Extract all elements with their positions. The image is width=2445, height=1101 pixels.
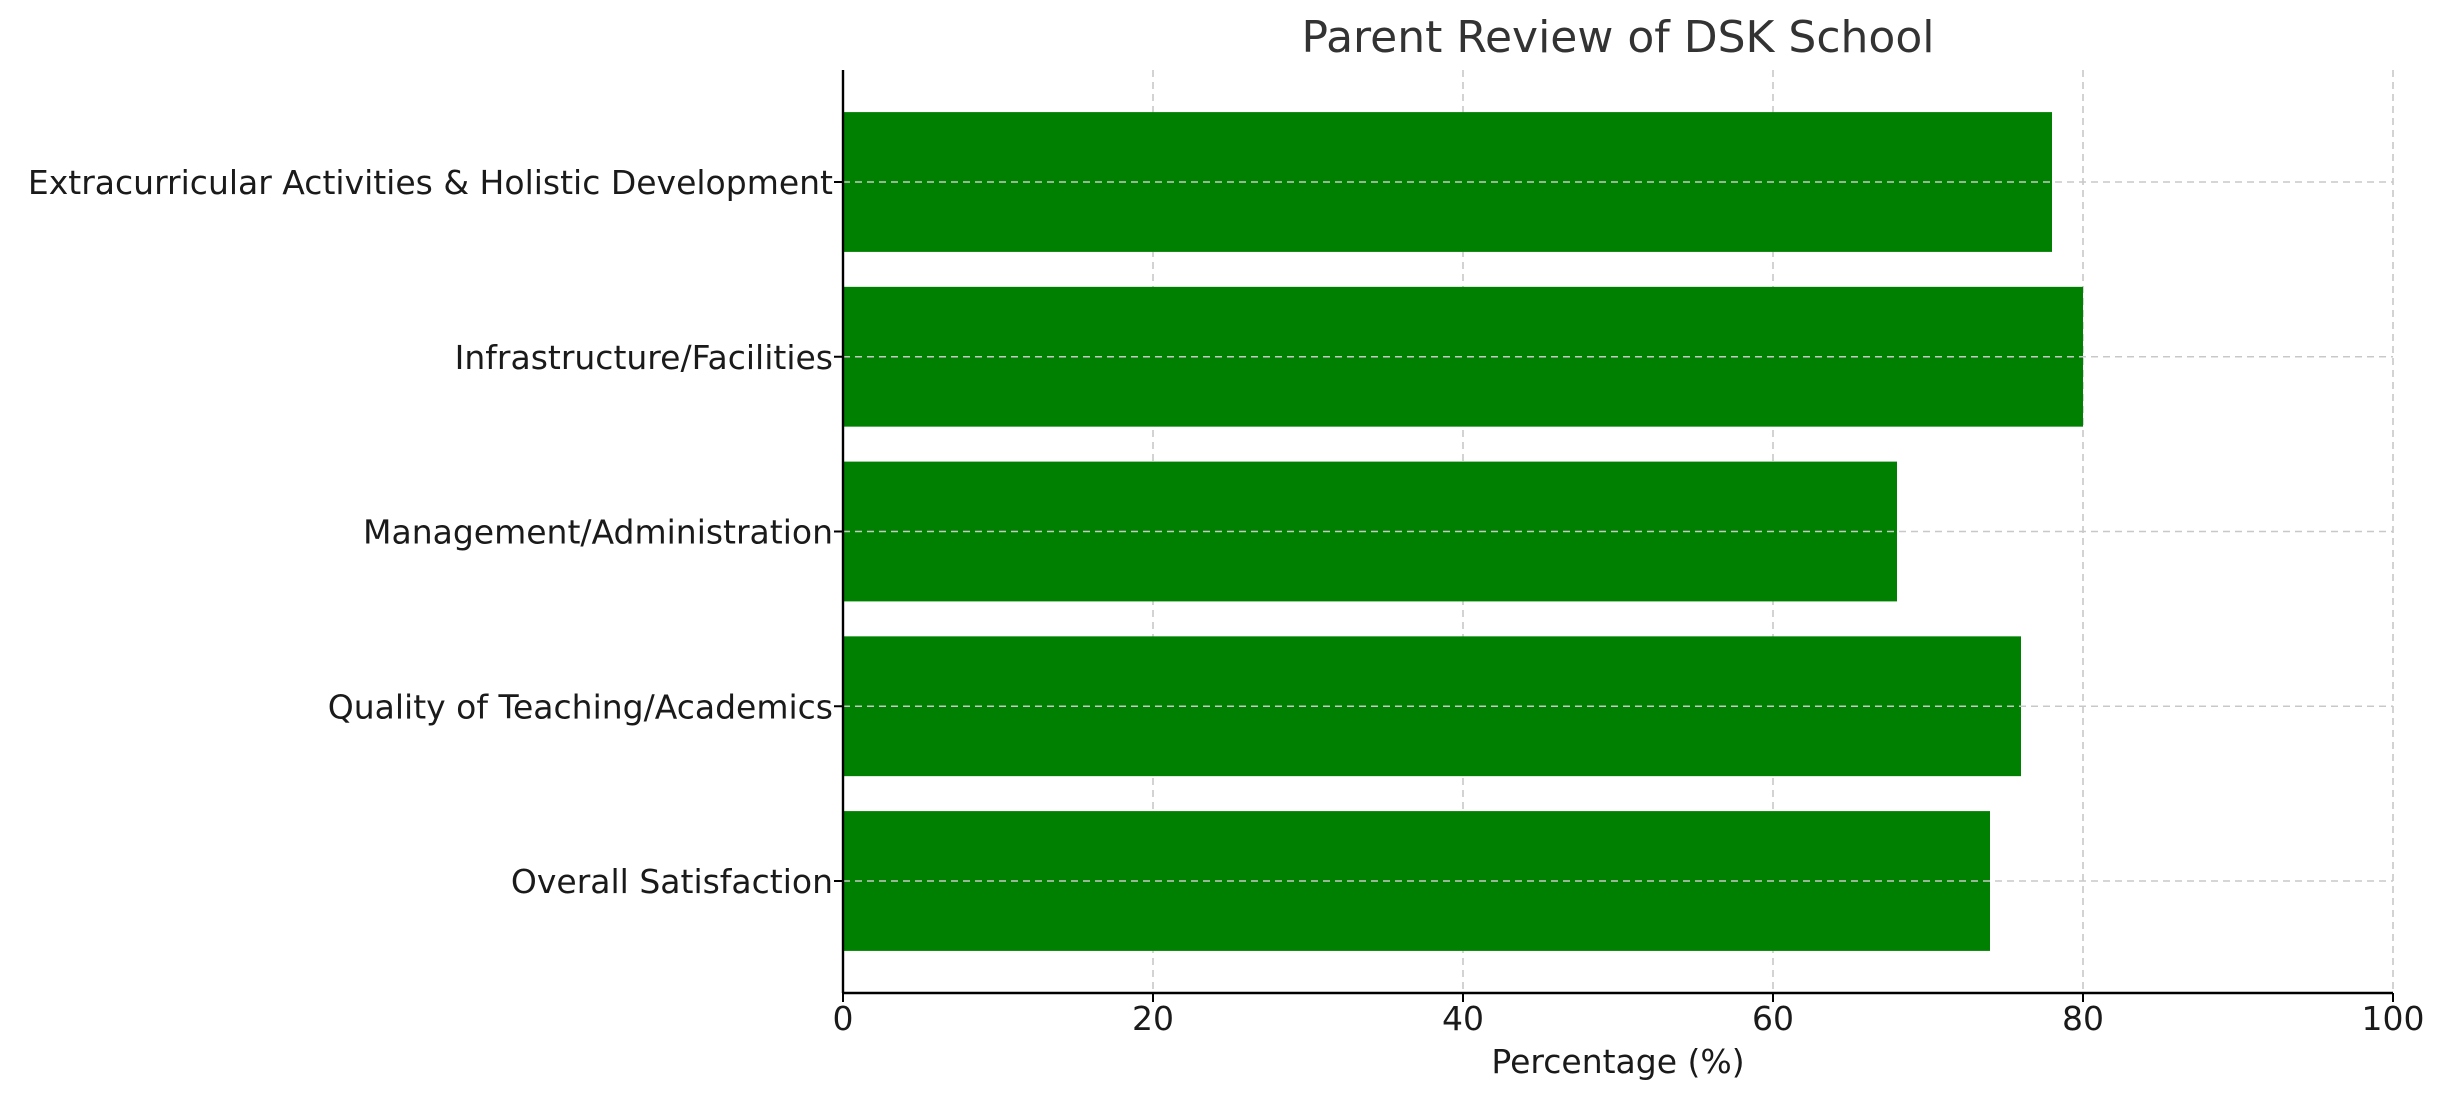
x-tick-label-20: 20 bbox=[1132, 999, 1174, 1038]
bars bbox=[843, 112, 2393, 951]
y-tick-label-2: Management/Administration bbox=[363, 513, 833, 552]
x-axis-label: Percentage (%) bbox=[1491, 1042, 1744, 1081]
x-tick-label-100: 100 bbox=[2362, 999, 2425, 1038]
x-tick-label-0: 0 bbox=[833, 999, 854, 1038]
y-tick-label-4: Extracurricular Activities & Holistic De… bbox=[28, 163, 833, 202]
y-tick-label-0: Overall Satisfaction bbox=[511, 862, 833, 901]
x-tick-label-40: 40 bbox=[1442, 999, 1484, 1038]
x-tick-label-60: 60 bbox=[1752, 999, 1794, 1038]
y-tick-label-3: Infrastructure/Facilities bbox=[455, 338, 833, 377]
chart-title: Parent Review of DSK School bbox=[1302, 12, 1935, 63]
x-tick-label-80: 80 bbox=[2062, 999, 2104, 1038]
y-tick-label-1: Quality of Teaching/Academics bbox=[328, 687, 833, 726]
bar-0 bbox=[843, 811, 1990, 951]
y-axis-ticks: Overall Satisfaction Quality of Teaching/… bbox=[28, 163, 843, 901]
x-axis-ticks: 0 20 40 60 80 100 bbox=[833, 993, 2425, 1038]
